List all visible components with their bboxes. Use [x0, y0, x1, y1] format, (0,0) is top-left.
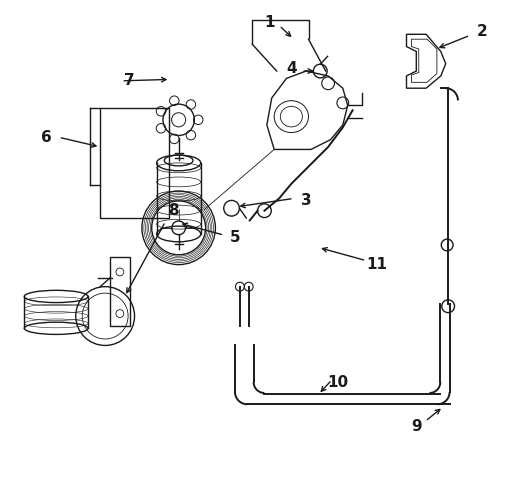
Text: 8: 8 [169, 203, 179, 218]
Text: 2: 2 [477, 24, 488, 39]
Text: 6: 6 [41, 130, 52, 145]
Text: 10: 10 [327, 375, 348, 390]
Bar [110, 257, 130, 326]
Text: 7: 7 [125, 74, 135, 88]
Text: 3: 3 [301, 194, 311, 208]
Text: 1: 1 [264, 15, 275, 29]
Bar [100, 108, 169, 218]
Text: 11: 11 [366, 257, 388, 272]
Text: 5: 5 [230, 230, 240, 245]
Text: 4: 4 [286, 61, 297, 76]
Text: 9: 9 [411, 419, 421, 434]
